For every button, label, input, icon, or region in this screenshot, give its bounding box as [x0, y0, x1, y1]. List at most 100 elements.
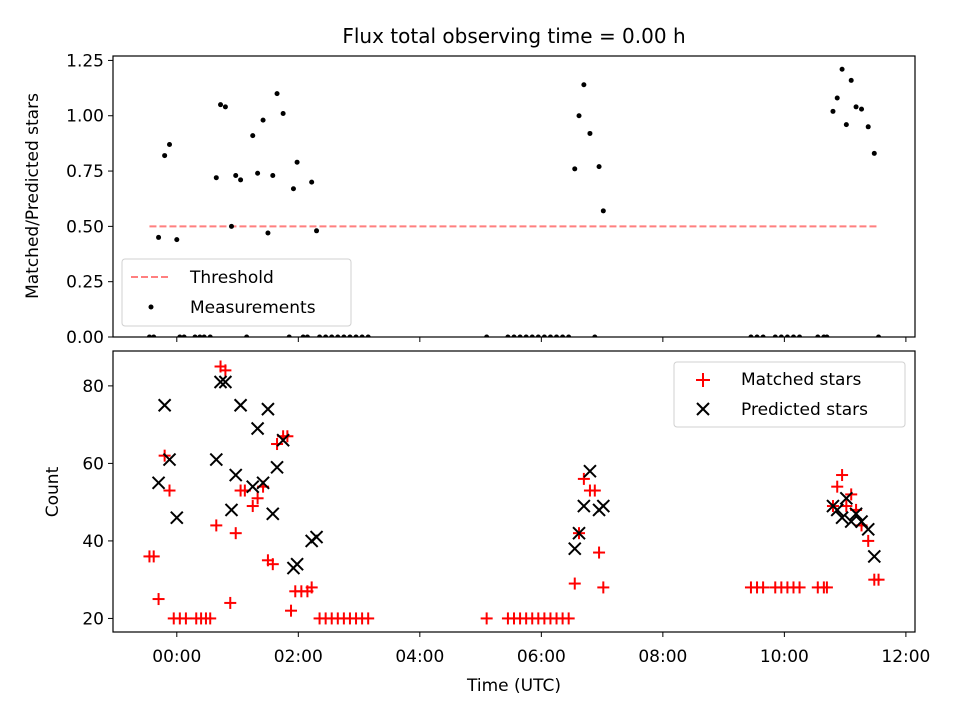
- bottom-panel: 20 40 60 80 00:00 02:00 04:00 06:00 08:00 10:00 1…: [43, 350, 930, 696]
- measurement-point: [167, 142, 173, 148]
- top-y-tick-label: 0.00: [66, 328, 104, 348]
- measurement-point: [341, 334, 347, 337]
- x-tick-label: 12:00: [881, 647, 930, 667]
- x-tick-label: 08:00: [638, 647, 687, 667]
- bottom-y-axis: 20 40 60 80: [82, 377, 113, 629]
- measurement-point: [554, 334, 560, 337]
- measurement-point: [784, 334, 790, 337]
- measurement-point: [286, 334, 292, 337]
- measurement-point: [174, 237, 180, 243]
- x-tick-label: 04:00: [395, 647, 444, 667]
- measurement-point: [359, 334, 365, 337]
- measurement-point: [233, 172, 239, 178]
- measurement-point: [876, 334, 882, 337]
- matched-point: [271, 438, 284, 451]
- predicted-point: [849, 507, 863, 521]
- measurement-point: [778, 334, 784, 337]
- measurement-point: [314, 228, 320, 234]
- matched-point: [577, 472, 590, 485]
- matched-point: [593, 546, 606, 559]
- chart-title: Flux total observing time = 0.00 h: [342, 24, 685, 48]
- matched-point: [480, 612, 493, 625]
- bottom-y-tick-label: 20: [82, 609, 104, 629]
- measurement-point: [201, 334, 207, 337]
- predicted-point: [261, 402, 275, 416]
- measurement-point: [274, 91, 280, 97]
- measurement-point: [329, 334, 335, 337]
- predicted-point: [568, 541, 582, 556]
- measurement-point: [280, 111, 286, 117]
- predicted-point: [224, 503, 239, 517]
- predicted-point: [830, 503, 844, 517]
- measurement-point: [218, 102, 224, 108]
- measurement-point: [151, 334, 157, 337]
- measurement-point: [238, 177, 244, 183]
- predicted-point: [596, 499, 611, 513]
- measurement-point: [815, 334, 821, 337]
- matched-point: [246, 500, 259, 513]
- measurement-point: [517, 334, 523, 337]
- matched-point: [862, 534, 875, 547]
- legend-measurements-label: Measurements: [190, 298, 316, 318]
- measurement-point: [505, 334, 511, 337]
- top-y-axis-label: Matched/Predicted stars: [23, 93, 43, 299]
- top-panel: Flux total observing time = 0.00 h 0.00 0…: [23, 24, 916, 348]
- measurement-point: [250, 133, 256, 139]
- top-plot-area: [146, 66, 882, 337]
- bottom-y-tick-label: 80: [82, 377, 104, 397]
- predicted-point: [861, 522, 875, 536]
- bottom-legend: Matched stars Predicted stars: [673, 361, 906, 428]
- x-tick-label: 00:00: [152, 647, 201, 667]
- top-x-ticks: [176, 337, 907, 342]
- measurement-point: [265, 230, 271, 236]
- predicted-point: [844, 514, 858, 529]
- measurement-point: [347, 334, 353, 337]
- legend-measurements-swatch: [148, 304, 154, 310]
- matched-point: [562, 612, 575, 625]
- matched-point: [224, 596, 237, 609]
- measurement-point: [592, 334, 598, 337]
- measurement-point: [335, 334, 341, 337]
- predicted-point: [170, 510, 184, 525]
- measurement-point: [797, 334, 803, 337]
- predicted-point: [867, 549, 881, 564]
- measurement-point: [547, 334, 553, 337]
- measurement-point: [156, 234, 162, 240]
- top-y-tick-label: 0.75: [66, 162, 104, 182]
- measurement-point: [222, 104, 228, 110]
- top-legend: Threshold Measurements: [121, 258, 352, 327]
- x-axis-label: Time (UTC): [466, 676, 561, 696]
- measurement-point: [294, 159, 300, 165]
- measurement-point: [853, 104, 859, 110]
- measurement-point: [572, 166, 578, 172]
- matched-point: [266, 558, 279, 571]
- predicted-point: [276, 433, 290, 447]
- matched-point: [219, 364, 232, 377]
- measurement-point: [309, 179, 315, 185]
- measurement-point: [197, 334, 203, 337]
- matched-point: [285, 604, 298, 617]
- x-tick-label: 10:00: [760, 647, 809, 667]
- legend-matched-swatch: [696, 373, 710, 387]
- matched-point: [820, 581, 833, 594]
- predicted-point: [572, 526, 586, 540]
- matched-point: [831, 480, 844, 493]
- predicted-point: [290, 557, 304, 571]
- legend-threshold-label: Threshold: [189, 268, 274, 288]
- measurement-point: [824, 334, 830, 337]
- matched-point: [163, 484, 176, 497]
- predicted-point: [162, 452, 177, 467]
- legend-predicted-swatch: [696, 402, 710, 416]
- measurement-point: [600, 208, 606, 214]
- measurement-point: [587, 130, 593, 136]
- measurement-point: [304, 334, 310, 337]
- measurement-point: [576, 113, 582, 119]
- matched-point: [229, 527, 242, 540]
- matched-point: [152, 593, 165, 606]
- measurement-point: [523, 334, 529, 337]
- measurement-point: [177, 334, 183, 337]
- measurement-point: [560, 334, 566, 337]
- measurement-point: [830, 108, 836, 114]
- matched-point: [836, 469, 849, 482]
